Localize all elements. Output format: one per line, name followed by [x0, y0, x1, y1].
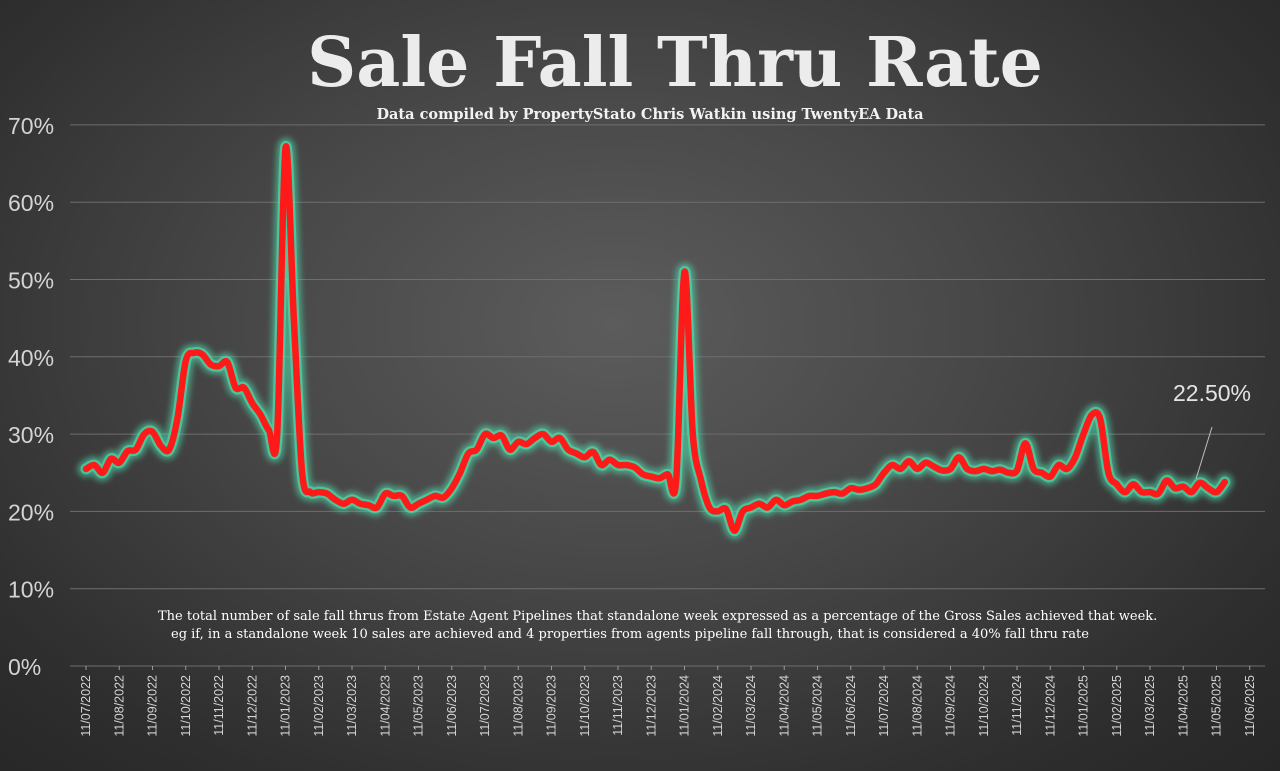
y-tick-label: 60% — [8, 190, 54, 216]
x-tick-label: 11/06/2023 — [445, 675, 459, 737]
x-tick-label: 11/06/2025 — [1243, 675, 1257, 737]
chart-title: Sale Fall Thru Rate — [307, 23, 1043, 103]
callout-leader — [1195, 426, 1213, 480]
chart-subtitle: Data compiled by PropertyStato Chris Wat… — [376, 106, 924, 123]
x-tick-label: 11/05/2025 — [1210, 675, 1224, 737]
note-line-1: The total number of sale fall thrus from… — [158, 609, 1157, 624]
x-tick-label: 11/03/2025 — [1143, 675, 1157, 737]
y-tick-label: 50% — [8, 268, 54, 294]
x-tick-label: 11/12/2024 — [1043, 675, 1057, 737]
x-tick-label: 11/07/2022 — [79, 675, 93, 737]
x-tick-label: 11/10/2023 — [578, 675, 592, 737]
x-tick-label: 11/09/2024 — [944, 675, 958, 737]
x-tick-label: 11/06/2024 — [844, 675, 858, 737]
y-tick-label: 0% — [8, 654, 41, 680]
x-tick-label: 11/11/2023 — [611, 675, 625, 736]
x-tick-label: 11/03/2024 — [744, 675, 758, 737]
x-tick-label: 11/04/2025 — [1176, 675, 1190, 737]
y-tick-label: 40% — [8, 345, 54, 371]
note-line-2: eg if, in a standalone week 10 sales are… — [171, 627, 1089, 642]
x-tick-label: 11/04/2024 — [777, 675, 791, 737]
x-tick-label: 11/11/2022 — [212, 675, 226, 736]
series-line — [82, 143, 1229, 534]
x-tick-label: 11/10/2024 — [977, 675, 991, 737]
x-tick-label: 11/08/2024 — [910, 675, 924, 737]
x-tick-label: 11/07/2023 — [478, 675, 492, 737]
y-tick-label: 70% — [8, 113, 54, 139]
x-tick-label: 11/03/2023 — [345, 675, 359, 737]
x-axis-ticks: 11/07/2022 11/08/2022 11/09/2022 11/10/2022… — [79, 666, 1257, 737]
x-tick-label: 11/11/2024 — [1010, 675, 1024, 736]
x-tick-label: 11/02/2023 — [312, 675, 326, 737]
x-tick-label: 11/05/2023 — [412, 675, 426, 737]
x-tick-label: 11/05/2024 — [811, 675, 825, 737]
x-tick-label: 11/02/2024 — [711, 675, 725, 737]
x-tick-label: 11/08/2022 — [112, 675, 126, 737]
x-tick-label: 11/02/2025 — [1110, 675, 1124, 737]
x-tick-label: 11/01/2023 — [279, 675, 293, 737]
x-tick-label: 11/10/2022 — [179, 675, 193, 737]
x-tick-label: 11/09/2022 — [146, 675, 160, 737]
x-tick-label: 11/07/2024 — [877, 675, 891, 737]
x-tick-label: 11/08/2023 — [511, 675, 525, 737]
y-tick-label: 30% — [8, 422, 54, 448]
x-tick-label: 11/12/2023 — [644, 675, 658, 737]
x-tick-label: 11/09/2023 — [545, 675, 559, 737]
callout-label: 22.50% — [1173, 380, 1251, 406]
x-tick-label: 11/12/2022 — [245, 675, 259, 737]
y-tick-label: 20% — [8, 499, 54, 525]
x-tick-label: 11/01/2025 — [1077, 675, 1091, 737]
x-tick-label: 11/04/2023 — [378, 675, 392, 737]
x-tick-label: 11/01/2024 — [678, 675, 692, 737]
series-layer — [77, 137, 1234, 540]
y-axis-ticks: 0% 10% 20% 30% 40% 50% 60% 70% — [8, 113, 54, 680]
y-tick-label: 10% — [8, 577, 54, 603]
